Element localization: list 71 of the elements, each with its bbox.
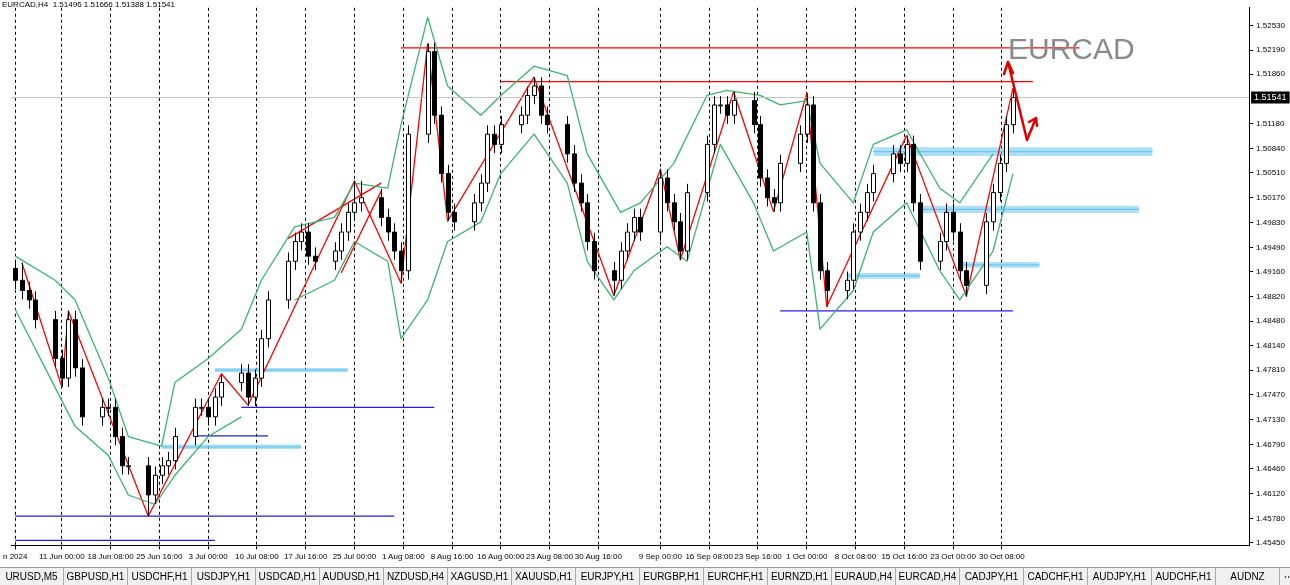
y-tick-label: 1.48820 xyxy=(1256,291,1286,301)
candlestick xyxy=(612,261,617,297)
text: AUDJPY,H1 xyxy=(1088,568,1152,585)
text: USDJPY,H1 xyxy=(192,568,256,585)
ref-line-label: 1.51541 xyxy=(1254,92,1287,103)
candlestick xyxy=(732,91,737,125)
y-tick-label: 1.46790 xyxy=(1256,439,1286,449)
x-tick-label: 30 Aug 16:00 xyxy=(574,552,623,562)
y-tick-label: 1.47810 xyxy=(1256,365,1286,375)
x-tick-label: 16 Aug 00:00 xyxy=(477,552,525,562)
text: NZDUSD,H4 xyxy=(384,568,448,585)
y-tick-label: 1.50510 xyxy=(1256,168,1286,178)
y-tick-label: 1.52530 xyxy=(1256,20,1286,30)
x-tick-label: n 2024 xyxy=(3,552,29,562)
text: CADJPY,H1 xyxy=(960,568,1024,585)
text: CADCHF,H1 xyxy=(1024,568,1088,585)
text: AUDUSD,H1 xyxy=(320,568,384,585)
y-tick-label: 1.52190 xyxy=(1256,45,1286,55)
x-tick-label: 3 Jul 00:00 xyxy=(188,552,229,562)
x-tick-label: 16 Sep 08:00 xyxy=(685,552,734,562)
x-tick-label: 17 Jul 16:00 xyxy=(283,552,329,562)
y-tick-label: 1.49490 xyxy=(1256,242,1286,252)
y-tick-label: 1.48480 xyxy=(1256,316,1286,326)
y-tick-label: 1.51860 xyxy=(1256,69,1286,79)
text: AUDCHF,H1 xyxy=(1152,568,1216,585)
y-tick-label: 1.46120 xyxy=(1256,488,1286,498)
x-tick-label: 1 Aug 08:00 xyxy=(381,552,426,562)
x-tick-label: 18 Jun 08:00 xyxy=(87,552,135,562)
text: EURCHF,H1 xyxy=(704,568,768,585)
y-tick-label: 1.46460 xyxy=(1256,463,1286,473)
x-tick-label: 1 Oct 00:00 xyxy=(786,552,828,562)
y-tick-label: 1.50840 xyxy=(1256,143,1286,153)
x-tick-label: 25 Jun 16:00 xyxy=(136,552,184,562)
y-tick-label: 1.45780 xyxy=(1256,513,1286,523)
text: GBPUSD,H1 xyxy=(64,568,128,585)
x-tick-label: 10 Jul 08:00 xyxy=(235,552,280,562)
annotation: EURCAD xyxy=(1008,32,1135,66)
y-tick-label: 1.49160 xyxy=(1256,266,1286,276)
text: EURCAD,H4 xyxy=(896,568,960,585)
x-tick-label: 23 Oct 00:00 xyxy=(930,552,977,562)
x-tick-label: 9 Sep 00:00 xyxy=(638,552,683,562)
x-tick-label: 23 Sep 16:00 xyxy=(734,552,783,562)
text: XAGUSD,H1 xyxy=(448,568,512,585)
text: EURAUD,H4 xyxy=(832,568,896,585)
y-tick-label: 1.47130 xyxy=(1256,414,1286,424)
text: URUSD,M5 xyxy=(0,568,64,585)
y-tick-label: 1.49830 xyxy=(1256,217,1286,227)
text: USDCHF,H1 xyxy=(128,568,192,585)
text: USDCAD,H1 xyxy=(256,568,320,585)
candlestick xyxy=(984,212,989,295)
x-tick-label: 30 Oct 08:00 xyxy=(978,552,1026,562)
x-tick-label: 23 Aug 08:00 xyxy=(525,552,574,562)
candlestick xyxy=(725,95,730,125)
text: EURNZD,H1 xyxy=(768,568,832,585)
text: AUDNZ xyxy=(1216,568,1280,585)
x-tick-label: 8 Aug 16:00 xyxy=(430,552,474,562)
x-tick-label: 15 Oct 16:00 xyxy=(881,552,928,562)
text: EURJPY,H1 xyxy=(576,568,640,585)
x-tick-label: 8 Oct 08:00 xyxy=(834,552,877,562)
candlestick xyxy=(532,76,537,105)
y-tick-label: 1.47470 xyxy=(1256,390,1286,400)
candlestick xyxy=(685,183,690,261)
y-tick-label: 1.48140 xyxy=(1256,341,1286,351)
y-tick-label: 1.45450 xyxy=(1256,537,1286,547)
x-tick-label: 25 Jul 00:00 xyxy=(332,552,377,562)
y-tick-label: 1.50170 xyxy=(1256,192,1286,202)
x-tick-label: 11 Jun 00:00 xyxy=(38,552,86,562)
chart-title: EURCAD,H4 1.51496 1.51666 1.51388 1.51541 xyxy=(2,0,176,9)
text: EURGBP,H1 xyxy=(640,568,704,585)
text: XAUUSD,H1 xyxy=(512,568,576,585)
y-tick-label: 1.51180 xyxy=(1256,119,1285,129)
